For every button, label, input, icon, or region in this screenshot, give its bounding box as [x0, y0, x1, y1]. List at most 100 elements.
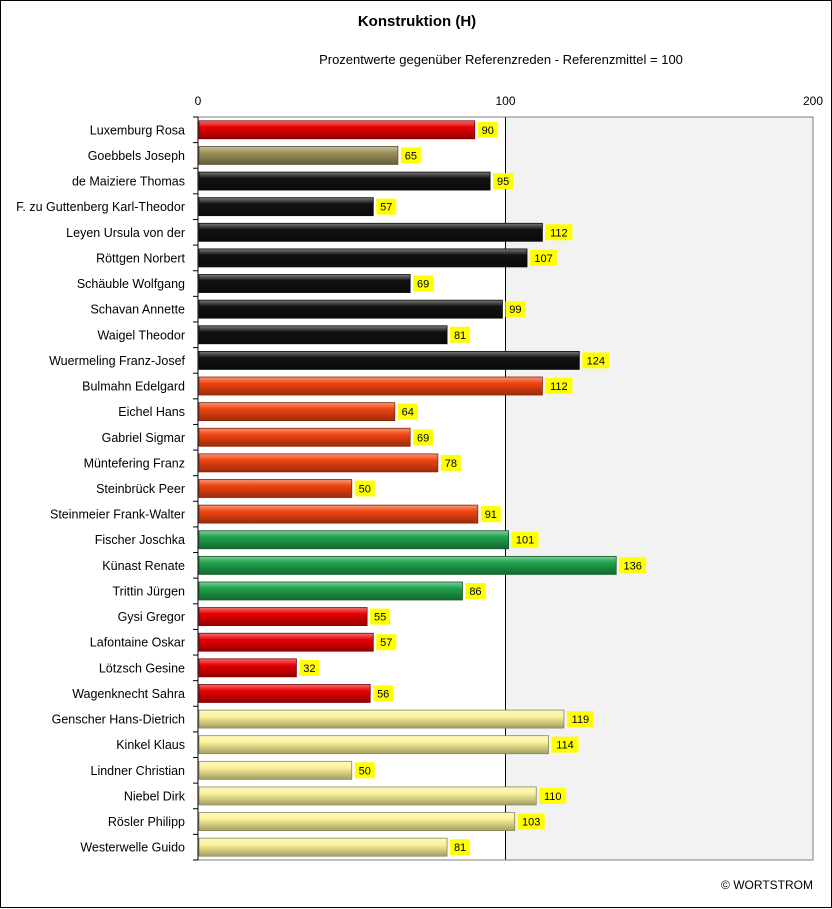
bar [198, 786, 537, 806]
bar [198, 735, 549, 755]
data-label: 95 [497, 176, 509, 188]
category-label: Bulmahn Edelgard [82, 380, 185, 394]
data-label: 55 [374, 612, 386, 624]
data-label: 32 [303, 663, 315, 675]
category-label: Kinkel Klaus [116, 738, 185, 752]
data-label-bg [551, 736, 579, 753]
data-label: 90 [482, 125, 494, 137]
bar [198, 709, 565, 729]
data-label: 56 [377, 688, 389, 700]
category-label: Künast Renate [102, 559, 185, 573]
data-label-bg [465, 582, 486, 599]
data-label: 99 [509, 304, 521, 316]
x-tick-label: 100 [495, 94, 515, 108]
bar [198, 350, 580, 370]
bar [198, 299, 503, 319]
bar [198, 197, 374, 217]
category-label: Steinbrück Peer [96, 482, 185, 496]
copyright-notice: © WORTSTROM [721, 878, 813, 892]
data-label: 65 [405, 150, 417, 162]
category-label: Waigel Theodor [97, 328, 185, 342]
category-label: Gabriel Sigmar [102, 431, 185, 445]
bar [198, 376, 543, 396]
data-label-bg [413, 429, 434, 446]
category-label: Goebbels Joseph [88, 149, 185, 163]
category-label: Röttgen Norbert [96, 251, 185, 265]
data-label-bg [619, 557, 647, 574]
bar [198, 684, 371, 703]
data-label-bg [545, 378, 573, 395]
bar [198, 427, 411, 447]
bar [198, 530, 509, 550]
data-label-bg [354, 762, 375, 779]
data-label-bg [376, 198, 397, 215]
data-label: 110 [544, 791, 562, 803]
category-label: Rösler Philipp [108, 815, 185, 829]
data-label: 57 [380, 637, 392, 649]
data-label: 69 [417, 432, 429, 444]
x-tick-label: 0 [195, 94, 202, 108]
category-label: Steinmeier Frank-Walter [50, 508, 185, 522]
data-label: 136 [624, 560, 642, 572]
data-label-bg [566, 711, 594, 728]
data-label-bg [480, 506, 501, 523]
bar [198, 171, 491, 191]
data-label: 57 [380, 202, 392, 214]
data-label: 103 [522, 817, 540, 829]
data-label-bg [376, 634, 397, 651]
category-label: Eichel Hans [118, 405, 185, 419]
data-label: 101 [516, 535, 534, 547]
bar [198, 555, 617, 575]
data-label-bg [545, 224, 573, 241]
bar [198, 658, 297, 678]
category-label: Trittin Jürgen [113, 584, 186, 598]
category-label: Westerwelle Guido [80, 841, 185, 855]
bar [198, 325, 448, 345]
data-label-bg [370, 608, 391, 625]
category-label: Luxemburg Rosa [90, 123, 185, 137]
chart-title: Konstruktion (H) [357, 13, 477, 30]
category-label: Lindner Christian [91, 764, 186, 778]
data-label-bg [517, 813, 545, 830]
data-label: 69 [417, 279, 429, 291]
data-label-bg [440, 454, 461, 471]
data-label: 64 [402, 407, 414, 419]
bar [198, 222, 543, 242]
bar [198, 146, 399, 165]
category-label: Wuermeling Franz-Josef [49, 354, 185, 368]
category-label: Genscher Hans-Dietrich [52, 713, 185, 727]
category-label: Wagenknecht Sahra [72, 687, 185, 701]
category-label: Müntefering Franz [84, 456, 185, 470]
category-label: Leyen Ursula von der [66, 226, 185, 240]
bar [198, 248, 528, 268]
data-label-bg [511, 531, 539, 548]
data-label: 50 [359, 765, 371, 777]
bar [198, 581, 463, 601]
data-label: 124 [587, 355, 605, 367]
shaded-region [505, 117, 813, 860]
data-label: 119 [572, 714, 590, 726]
bar [198, 120, 476, 140]
data-label-bg [400, 147, 421, 164]
category-label: Lötzsch Gesine [99, 661, 185, 675]
data-label: 50 [359, 484, 371, 496]
category-label: Fischer Joschka [95, 533, 185, 547]
data-label-bg [413, 275, 434, 292]
bar [198, 632, 374, 652]
data-label-bg [299, 659, 320, 676]
data-label: 78 [445, 458, 457, 470]
data-label-bg [505, 301, 526, 318]
data-label-bg [397, 403, 418, 420]
data-label-bg [450, 326, 471, 343]
category-label: Schavan Annette [90, 303, 185, 317]
bar [198, 607, 368, 627]
data-label-bg [493, 173, 514, 190]
category-label: F. zu Guttenberg Karl-Theodor [16, 200, 185, 214]
category-label: Niebel Dirk [124, 789, 186, 803]
x-tick-label: 200 [803, 94, 823, 108]
data-label: 91 [485, 509, 497, 521]
data-label-bg [373, 685, 394, 702]
data-label-bg [477, 121, 498, 138]
